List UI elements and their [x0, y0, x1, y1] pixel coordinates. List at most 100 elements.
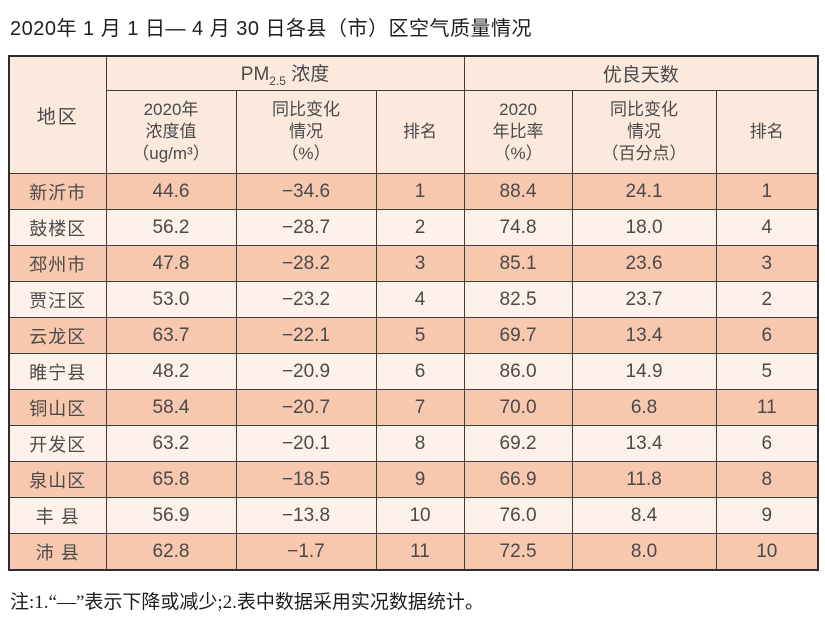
cell-good-rate: 76.0: [463, 497, 573, 534]
pm25-label-suffix: 浓度: [285, 64, 330, 86]
cell-pm-yoy-change: −20.7: [235, 389, 377, 426]
table-row: 云龙区 63.7 −22.1 5 69.7 13.4 6: [8, 317, 819, 354]
footnote: 注:1.“—”表示下降或减少;2.表中数据采用实况数据统计。: [10, 592, 484, 613]
pm25-label-subscript: 2.5: [269, 73, 286, 88]
sub-header-pm-rank: 排名: [375, 90, 465, 174]
cell-pm-rank: 3: [375, 245, 465, 282]
text-line: 情况: [289, 121, 323, 141]
cell-good-rank: 11: [715, 389, 819, 426]
page-title: 2020年 1 月 1 日— 4 月 30 日各县（市）区空气质量情况: [10, 18, 533, 40]
cell-good-rate: 66.9: [463, 461, 573, 498]
col-header-region: 地区: [8, 55, 107, 174]
table-row: 睢宁县 48.2 −20.9 6 86.0 14.9 5: [8, 353, 819, 390]
cell-pm-2020-value: 56.2: [105, 209, 237, 246]
cell-good-rank: 5: [715, 353, 819, 390]
text-line: （%）: [281, 144, 331, 164]
cell-good-rank: 2: [715, 281, 819, 318]
cell-good-rank: 6: [715, 425, 819, 462]
text-line: 浓度值: [145, 121, 197, 141]
group-header-good-days: 优良天数: [463, 55, 819, 91]
text-line: 2020年: [143, 99, 199, 119]
cell-good-yoy-change: 24.1: [571, 173, 717, 210]
cell-good-yoy-change: 8.0: [571, 533, 717, 571]
cell-region: 贾汪区: [8, 281, 107, 318]
cell-good-yoy-change: 13.4: [571, 425, 717, 462]
cell-good-rate: 85.1: [463, 245, 573, 282]
cell-pm-2020-value: 58.4: [105, 389, 237, 426]
cell-pm-yoy-change: −13.8: [235, 497, 377, 534]
cell-pm-rank: 7: [375, 389, 465, 426]
table-row: 贾汪区 53.0 −23.2 4 82.5 23.7 2: [8, 281, 819, 318]
cell-pm-yoy-change: −1.7: [235, 533, 377, 571]
cell-pm-2020-value: 47.8: [105, 245, 237, 282]
table-row: 丰 县 56.9 −13.8 10 76.0 8.4 9: [8, 497, 819, 534]
text-line: 2020: [499, 99, 537, 119]
sub-header-good-yoy-change: 同比变化 情况 （百分点）: [571, 90, 717, 174]
cell-good-rate: 70.0: [463, 389, 573, 426]
table-row: 新沂市 44.6 −34.6 1 88.4 24.1 1: [8, 173, 819, 210]
cell-good-rate: 74.8: [463, 209, 573, 246]
sub-header-pm-yoy-change: 同比变化 情况 （%）: [235, 90, 377, 174]
table-row: 开发区 63.2 −20.1 8 69.2 13.4 6: [8, 425, 819, 462]
cell-good-yoy-change: 13.4: [571, 317, 717, 354]
cell-good-rate: 88.4: [463, 173, 573, 210]
text-line: 排名: [403, 121, 438, 141]
text-line: 同比变化: [272, 99, 340, 119]
table-row: 泉山区 65.8 −18.5 9 66.9 11.8 8: [8, 461, 819, 498]
cell-pm-yoy-change: −20.1: [235, 425, 377, 462]
cell-region: 邳州市: [8, 245, 107, 282]
cell-pm-yoy-change: −28.2: [235, 245, 377, 282]
table-row: 鼓楼区 56.2 −28.7 2 74.8 18.0 4: [8, 209, 819, 246]
cell-good-rate: 69.2: [463, 425, 573, 462]
cell-good-yoy-change: 23.7: [571, 281, 717, 318]
cell-pm-rank: 5: [375, 317, 465, 354]
cell-pm-yoy-change: −23.2: [235, 281, 377, 318]
cell-good-yoy-change: 18.0: [571, 209, 717, 246]
cell-pm-rank: 6: [375, 353, 465, 390]
cell-good-yoy-change: 14.9: [571, 353, 717, 390]
cell-region: 丰 县: [8, 497, 107, 534]
header-group-row: 地区 PM2.5 浓度 优良天数: [8, 55, 819, 174]
text-line: （%）: [493, 144, 543, 164]
cell-pm-2020-value: 56.9: [105, 497, 237, 534]
cell-pm-rank: 11: [375, 533, 465, 571]
cell-pm-2020-value: 48.2: [105, 353, 237, 390]
cell-good-yoy-change: 8.4: [571, 497, 717, 534]
text-line: 排名: [749, 121, 784, 141]
cell-good-rate: 86.0: [463, 353, 573, 390]
text-line: 年比率: [492, 121, 544, 141]
cell-good-rate: 82.5: [463, 281, 573, 318]
text-line: 情况: [627, 121, 662, 141]
sub-header-good-rate: 2020 年比率 （%）: [463, 90, 573, 174]
cell-pm-2020-value: 63.2: [105, 425, 237, 462]
cell-good-rate: 69.7: [463, 317, 573, 354]
cell-good-rate: 72.5: [463, 533, 573, 571]
cell-pm-rank: 2: [375, 209, 465, 246]
table-row: 邳州市 47.8 −28.2 3 85.1 23.6 3: [8, 245, 819, 282]
pm25-label-prefix: PM: [240, 64, 270, 86]
cell-pm-yoy-change: −28.7: [235, 209, 377, 246]
cell-pm-rank: 4: [375, 281, 465, 318]
text-line: （ug/m³）: [132, 144, 210, 164]
cell-pm-2020-value: 65.8: [105, 461, 237, 498]
cell-pm-rank: 9: [375, 461, 465, 498]
cell-region: 铜山区: [8, 389, 107, 426]
cell-good-rank: 1: [715, 173, 819, 210]
cell-good-rank: 8: [715, 461, 819, 498]
cell-good-yoy-change: 6.8: [571, 389, 717, 426]
cell-pm-yoy-change: −20.9: [235, 353, 377, 390]
cell-good-yoy-change: 23.6: [571, 245, 717, 282]
cell-good-yoy-change: 11.8: [571, 461, 717, 498]
cell-region: 开发区: [8, 425, 107, 462]
cell-good-rank: 3: [715, 245, 819, 282]
cell-region: 泉山区: [8, 461, 107, 498]
table-row: 铜山区 58.4 −20.7 7 70.0 6.8 11: [8, 389, 819, 426]
sub-header-good-rank: 排名: [715, 90, 819, 174]
cell-pm-2020-value: 53.0: [105, 281, 237, 318]
air-quality-table: 地区 PM2.5 浓度 优良天数 2020年 浓度值 （ug/m³） 同比变化 …: [8, 55, 820, 571]
cell-pm-yoy-change: −22.1: [235, 317, 377, 354]
cell-pm-yoy-change: −34.6: [235, 173, 377, 210]
text-line: （百分点）: [601, 144, 687, 164]
cell-region: 新沂市: [8, 173, 107, 210]
cell-good-rank: 4: [715, 209, 819, 246]
